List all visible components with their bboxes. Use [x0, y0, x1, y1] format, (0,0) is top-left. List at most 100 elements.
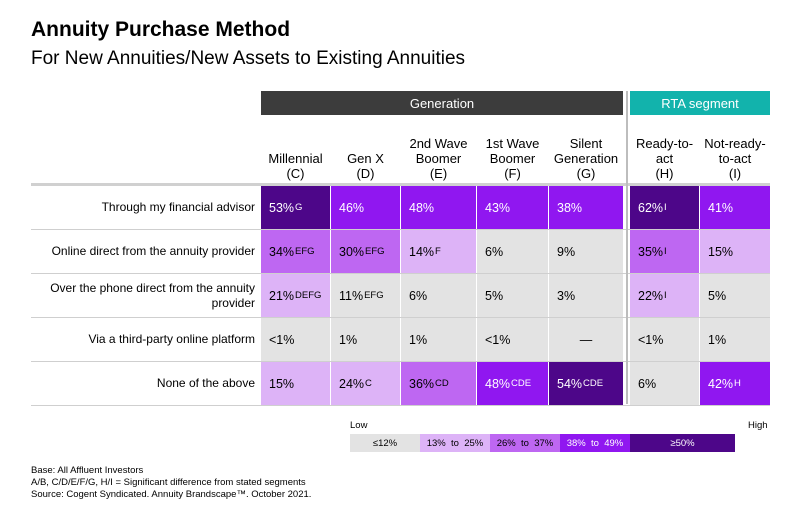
- column-header-line3: (I): [728, 166, 742, 181]
- significance-marker: I: [664, 290, 667, 301]
- data-cell: 9%: [549, 230, 623, 273]
- legend-swatch-label: ≤12%: [372, 437, 398, 449]
- column-header-line2: Boomer: [415, 151, 462, 166]
- cell-value: 11%: [339, 288, 364, 303]
- cell-value: 15%: [708, 244, 734, 259]
- legend-swatch: 26% to 37%: [490, 434, 560, 452]
- column-header-line1: Silent: [569, 136, 603, 151]
- row-label: Via a third-party online platform: [88, 332, 255, 346]
- significance-marker: G: [295, 202, 303, 213]
- rta-segment-group-header: RTA segment: [630, 91, 770, 115]
- data-cell: —: [549, 318, 623, 361]
- chart-subtitle: For New Annuities/New Assets to Existing…: [31, 48, 466, 69]
- cell-value: 53%: [269, 200, 295, 215]
- data-cell: 62% I: [630, 186, 699, 229]
- cell-value: 42%: [708, 376, 734, 391]
- column-header-line3: (D): [356, 166, 375, 181]
- cell-value: 46%: [339, 200, 365, 215]
- cell-value: 48%: [409, 200, 435, 215]
- data-cell: 14% F: [401, 230, 476, 273]
- cell-value: 15%: [269, 376, 295, 391]
- legend-swatch-label: ≥50%: [670, 437, 695, 449]
- data-cell: 48%: [401, 186, 476, 229]
- chart-title: Annuity Purchase Method: [31, 18, 291, 41]
- cell-value: 36%: [409, 376, 435, 391]
- data-cell: 35% I: [630, 230, 699, 273]
- data-cell: 38%: [549, 186, 623, 229]
- column-header-line2: Millennial: [268, 151, 323, 166]
- legend-swatch: 13% to 25%: [420, 434, 490, 452]
- legend-high-label: High: [748, 420, 768, 431]
- data-cell: 6%: [401, 274, 476, 317]
- significance-marker: DEFG: [295, 290, 322, 301]
- data-cell: 5%: [700, 274, 770, 317]
- significance-marker: F: [435, 246, 441, 257]
- column-header: 1st Wave Boomer (F): [477, 121, 548, 181]
- column-header-line1: 1st Wave: [485, 136, 540, 151]
- significance-marker: H: [734, 378, 741, 389]
- column-header: Gen X (D): [331, 121, 400, 181]
- legend-swatch: 38% to 49%: [560, 434, 630, 452]
- cell-value: 24%: [339, 376, 365, 391]
- column-header: Millennial (C): [261, 121, 330, 181]
- column-header-line1: Not-ready-: [704, 136, 766, 151]
- column-header-line2: Boomer: [489, 151, 536, 166]
- cell-value: 21%: [269, 288, 295, 303]
- column-header: Ready-to-act (H): [630, 121, 699, 181]
- significance-marker: CDE: [511, 378, 532, 389]
- legend-low-label: Low: [350, 420, 368, 431]
- data-cell: 3%: [549, 274, 623, 317]
- cell-value: 38%: [557, 200, 583, 215]
- legend-swatch: ≥50%: [630, 434, 735, 452]
- footnote-significance: A/B, C/D/E/F/G, H/I = Significant differ…: [31, 477, 306, 488]
- column-header-line2: Generation: [553, 151, 619, 166]
- data-cell: 41%: [700, 186, 770, 229]
- cell-value: 5%: [708, 288, 727, 303]
- cell-value: <1%: [269, 332, 295, 347]
- data-cell: 15%: [700, 230, 770, 273]
- cell-value: <1%: [485, 332, 511, 347]
- cell-value: 41%: [708, 200, 734, 215]
- cell-value: 1%: [708, 332, 727, 347]
- data-cell: 15%: [261, 362, 330, 405]
- cell-value: 6%: [638, 376, 657, 391]
- column-header-line2: to-act: [718, 151, 752, 166]
- row-label: None of the above: [156, 376, 255, 390]
- cell-value: 34%: [269, 244, 295, 259]
- cell-value: 22%: [638, 288, 664, 303]
- significance-marker: EFG: [295, 246, 315, 257]
- legend-swatch-label: 38% to 49%: [566, 437, 624, 449]
- cell-value: 43%: [485, 200, 511, 215]
- cell-value: 48%: [485, 376, 511, 391]
- data-cell: 43%: [477, 186, 548, 229]
- cell-value: 62%: [638, 200, 664, 215]
- footnote-base: Base: All Affluent Investors: [31, 465, 144, 476]
- data-cell: 46%: [331, 186, 400, 229]
- significance-marker: CDE: [583, 378, 604, 389]
- cell-value: 3%: [557, 288, 576, 303]
- data-cell: 21% DEFG: [261, 274, 330, 317]
- column-header-line3: (F): [504, 166, 521, 181]
- data-cell: 48% CDE: [477, 362, 548, 405]
- data-cell: 5%: [477, 274, 548, 317]
- data-cell: 24% C: [331, 362, 400, 405]
- cell-value: 9%: [557, 244, 576, 259]
- data-cell: 54% CDE: [549, 362, 623, 405]
- row-divider: [31, 317, 770, 318]
- row-divider: [31, 229, 770, 230]
- column-header-line3: (H): [655, 166, 674, 181]
- data-cell: 22% I: [630, 274, 699, 317]
- generation-group-header: Generation: [261, 91, 623, 115]
- data-cell: 53% G: [261, 186, 330, 229]
- column-header: Not-ready-to-act (I): [700, 121, 770, 181]
- column-header: Silent Generation (G): [549, 121, 623, 181]
- data-cell: 42% H: [700, 362, 770, 405]
- column-header-line1: Ready-to-: [635, 136, 694, 151]
- row-divider: [31, 361, 770, 362]
- cell-value: 1%: [409, 332, 428, 347]
- significance-marker: CD: [435, 378, 449, 389]
- cell-value: <1%: [638, 332, 664, 347]
- cell-value: 54%: [557, 376, 583, 391]
- column-header-line2: Gen X: [347, 151, 384, 166]
- column-header-line3: (G): [576, 166, 596, 181]
